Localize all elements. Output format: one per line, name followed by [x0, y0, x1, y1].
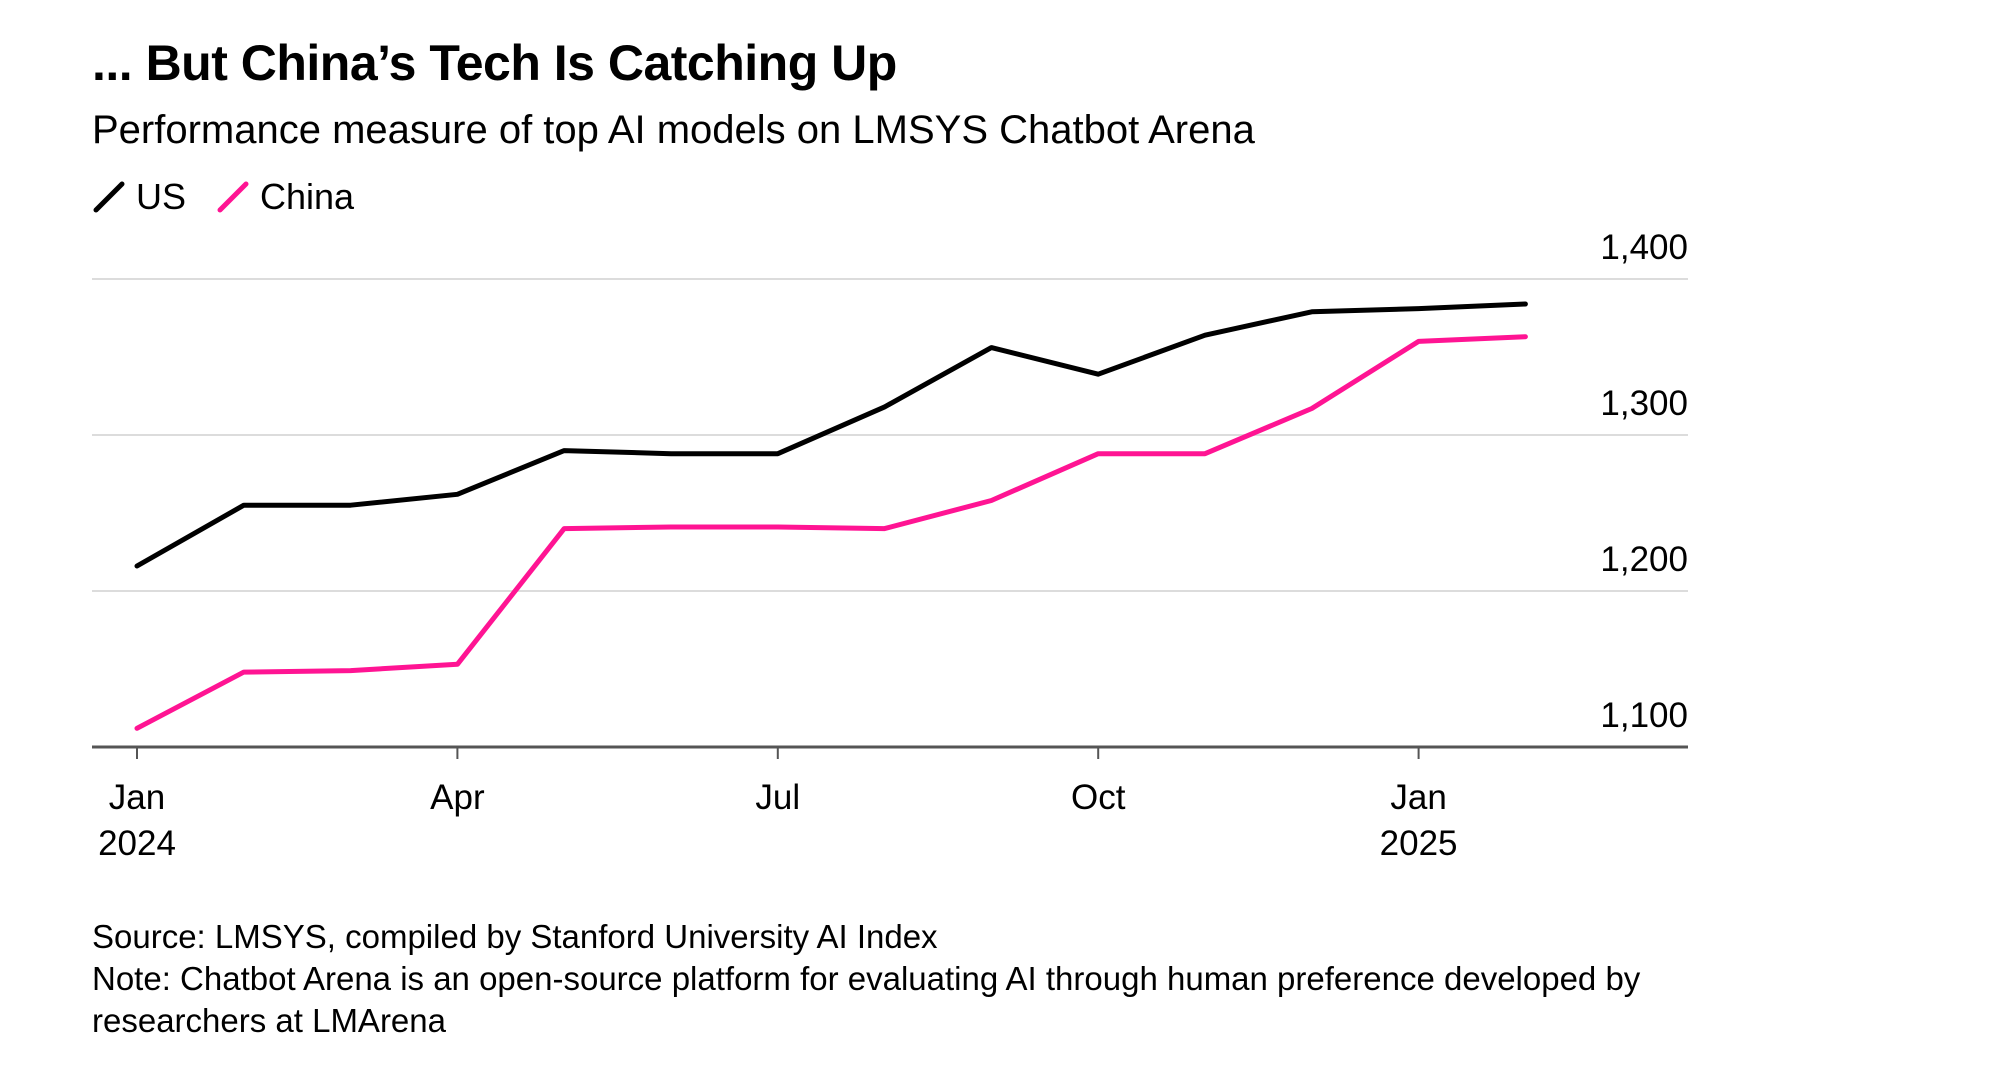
legend-item-china: China	[216, 176, 354, 218]
x-tick-year-label: 2025	[1380, 824, 1458, 863]
y-tick-label: 1,100	[1600, 696, 1688, 735]
chart-title: ... But China’s Tech Is Catching Up	[92, 35, 897, 91]
legend-label-us: US	[136, 176, 187, 217]
series-line-us	[134, 301, 1528, 569]
y-tick-label: 1,300	[1600, 384, 1688, 423]
legend-swatch-china	[217, 181, 249, 213]
legend-item-us: US	[92, 176, 186, 218]
y-tick-label: 1,200	[1600, 540, 1688, 579]
legend-label-china: China	[260, 176, 355, 217]
series-line-china	[134, 334, 1528, 731]
source-text: Source: LMSYS, compiled by Stanford Univ…	[92, 918, 938, 955]
x-tick-label: Jul	[755, 778, 800, 817]
x-tick-label: Apr	[430, 778, 485, 817]
x-tick-label: Oct	[1071, 778, 1126, 817]
legend-swatch-us	[93, 181, 125, 213]
chart-legend: US China	[92, 172, 384, 222]
note-text: Note: Chatbot Arena is an open-source pl…	[92, 960, 1641, 1039]
x-tick-year-label: 2024	[98, 824, 176, 863]
x-tick-label: Jan	[109, 778, 165, 817]
x-tick-label: Jan	[1390, 778, 1446, 817]
chart-footer: Source: LMSYS, compiled by Stanford Univ…	[92, 916, 1692, 1042]
y-tick-label: 1,400	[1600, 228, 1688, 267]
chart-subtitle: Performance measure of top AI models on …	[92, 108, 1255, 152]
